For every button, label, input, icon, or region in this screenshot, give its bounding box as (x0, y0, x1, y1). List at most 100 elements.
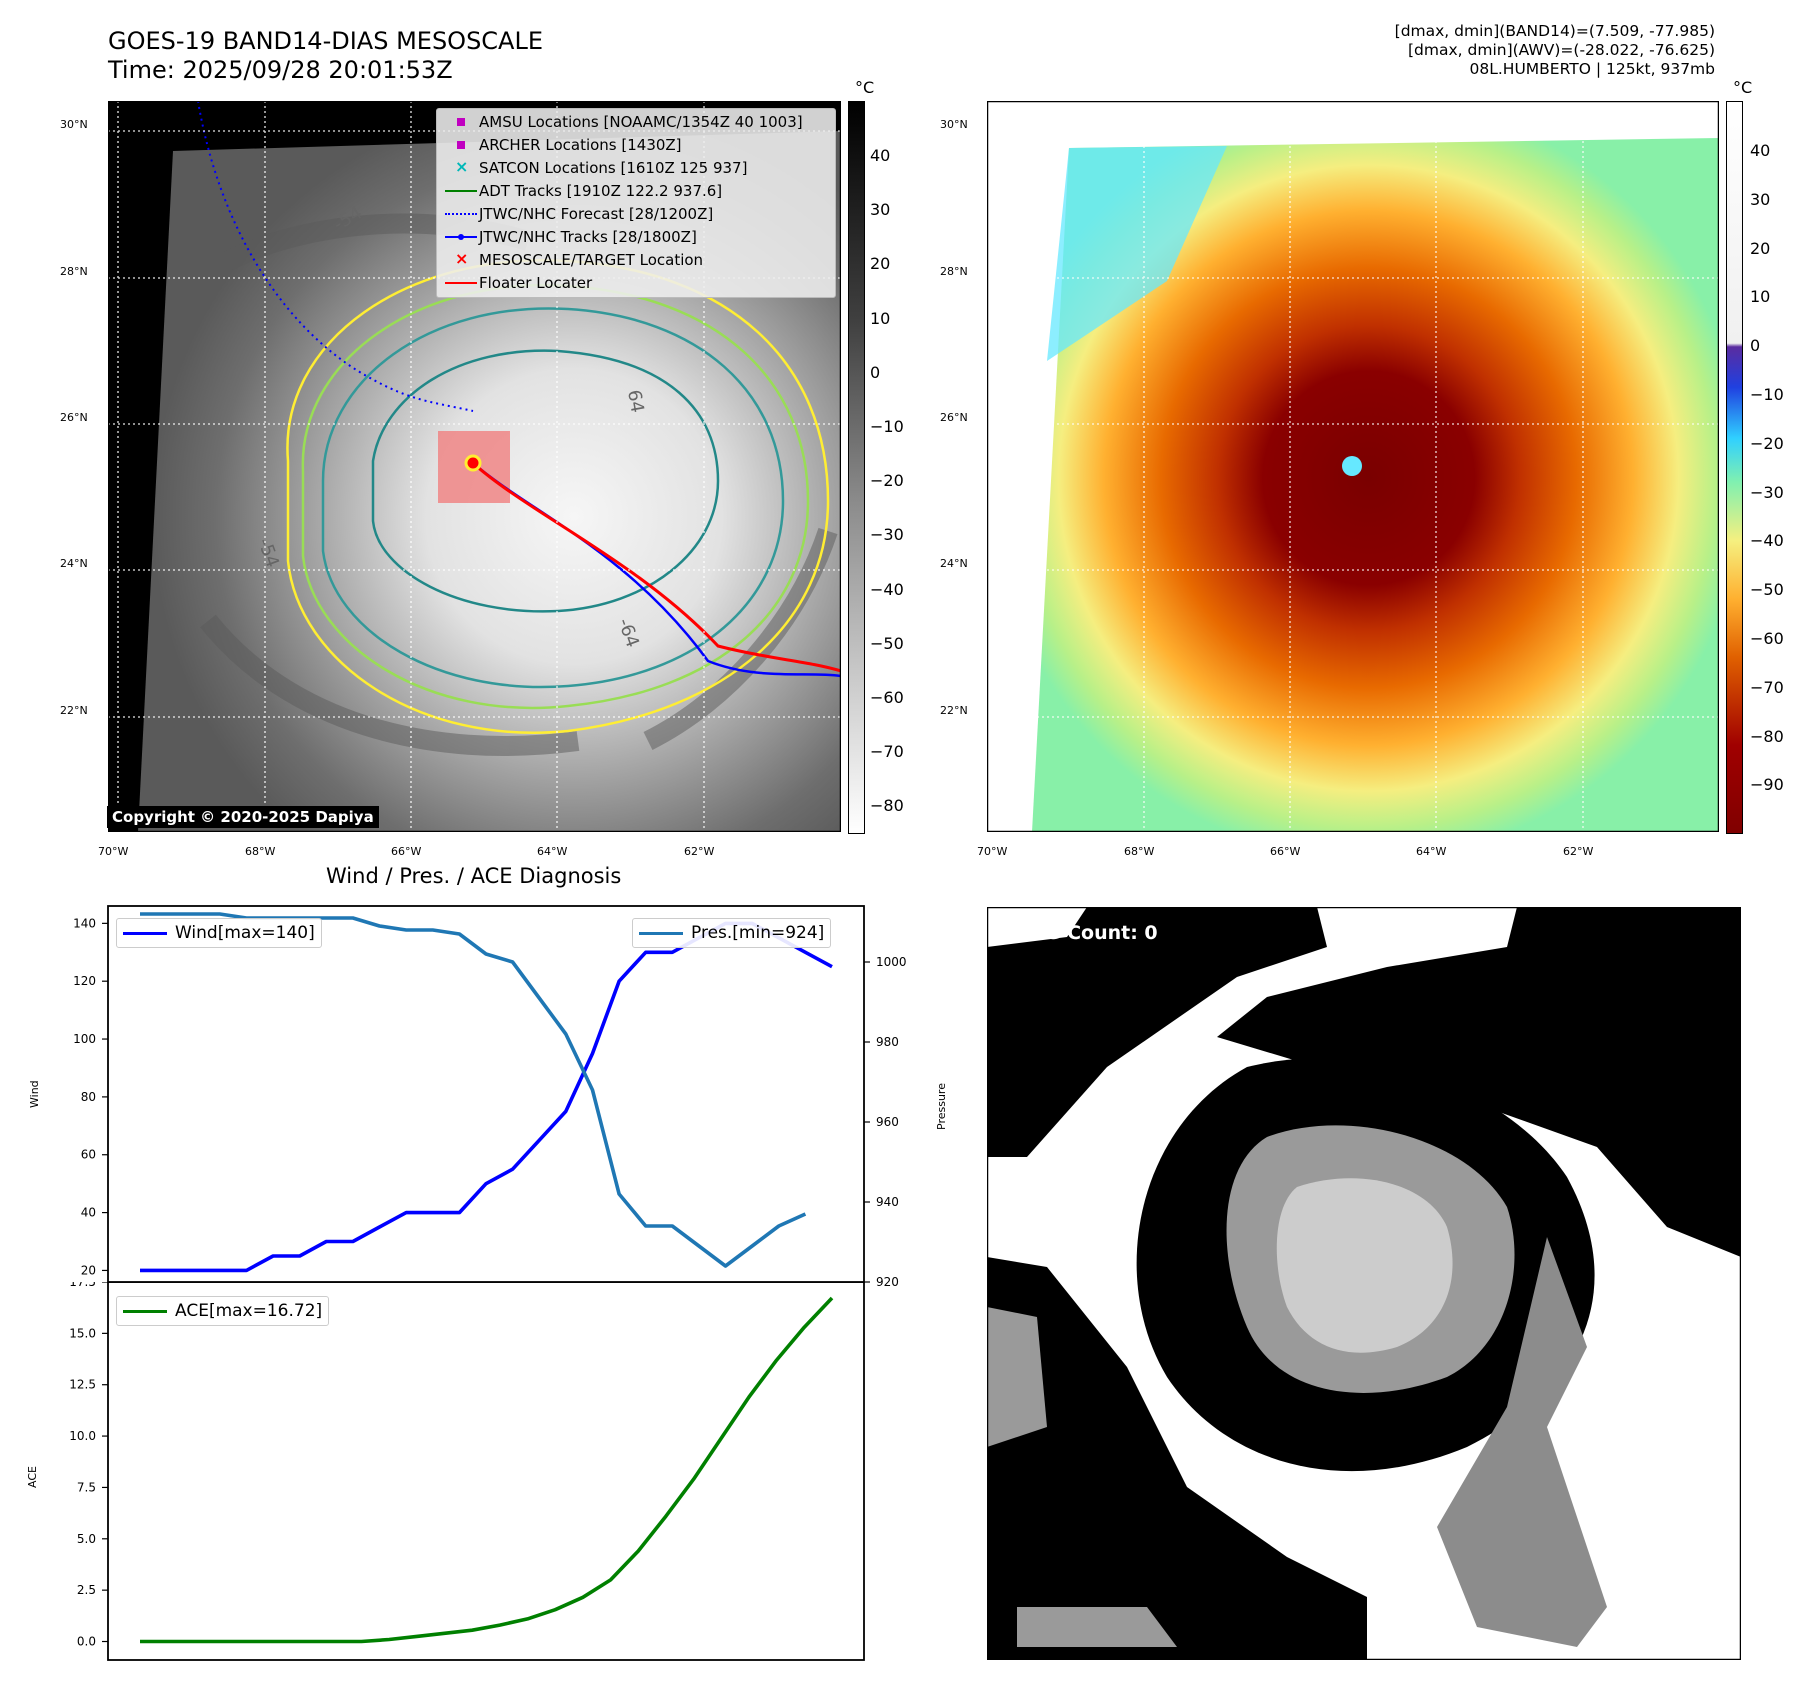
y-tick-label: 15.0 (69, 1326, 96, 1340)
y-tick-label: 60 (81, 1148, 96, 1162)
colorbar-right-tick: −50 (1750, 580, 1784, 600)
y-right-tick-label: 980 (876, 1035, 899, 1049)
wmg-count-label: WMG Count: 0 (1005, 922, 1158, 944)
y-tick-label: 2.5 (77, 1583, 96, 1597)
lat-tick-label: 28°N (940, 265, 968, 278)
colorbar-left-tick: −20 (870, 471, 904, 491)
lon-tick-label: 70°W (977, 845, 1008, 858)
wind-legend: Wind[max=140] (116, 918, 322, 948)
colorbar-left-tick: 20 (870, 254, 891, 274)
y-tick-label: 7.5 (77, 1480, 96, 1494)
colorbar-right-tick: 30 (1750, 189, 1771, 209)
colorbar-right-tick: −80 (1750, 726, 1784, 746)
ace-axis-label: ACE (26, 1466, 39, 1488)
y-tick-label: 80 (81, 1090, 96, 1104)
lat-tick-label: 22°N (940, 704, 968, 717)
series-line-0 (140, 1296, 834, 1644)
stat-line-3: 08L.HUMBERTO | 125kt, 937mb (1469, 60, 1716, 78)
colorbar-right-tick: −20 (1750, 433, 1784, 453)
colorbar-right-tick: 10 (1750, 287, 1771, 307)
colorbar-left-tick: −30 (870, 525, 904, 545)
lon-tick-label: 66°W (391, 845, 422, 858)
series-line-0 (140, 921, 833, 1273)
y-tick-label: 100 (73, 1032, 96, 1046)
colorbar-left-tick: −80 (870, 796, 904, 816)
colorbar-right-tick: −90 (1750, 775, 1784, 795)
colorbar-right-tick: −60 (1750, 629, 1784, 648)
legend-entry-archer: ARCHER Locations [1430Z] (443, 134, 682, 156)
legend-entry-tracks: JTWC/NHC Tracks [28/1800Z] (443, 226, 697, 248)
stat-line-1: [dmax, dmin](BAND14)=(7.509, -77.985) (1394, 22, 1715, 40)
forecast-track (197, 101, 474, 412)
colorbar-right-tick: −10 (1750, 385, 1784, 404)
ir-enhanced-map (987, 101, 1719, 832)
lon-tick-label: 66°W (1270, 845, 1301, 858)
y-tick-label: 12.5 (69, 1378, 96, 1392)
lon-tick-label: 68°W (1124, 845, 1155, 858)
stat-line-2: [dmax, dmin](AWV)=(-28.022, -76.625) (1408, 41, 1715, 59)
colorbar-right-tick: 40 (1750, 141, 1771, 160)
pressure-legend: Pres.[min=924] (632, 918, 832, 948)
y-tick-label: 140 (73, 916, 96, 930)
map-legend: AMSU Locations [NOAAMC/1354Z 40 1003] AR… (436, 108, 836, 298)
lon-tick-label: 68°W (245, 845, 276, 858)
colorbar-left-unit: °C (855, 78, 875, 97)
y-right-tick-label: 960 (876, 1115, 899, 1129)
wind-axis-label: Wind (28, 1080, 41, 1108)
lon-tick-label: 62°W (1563, 845, 1594, 858)
diagnosis-title: Wind / Pres. / ACE Diagnosis (326, 864, 622, 888)
y-right-tick-label: 1000 (876, 955, 907, 969)
y-tick-label: 5.0 (77, 1532, 96, 1546)
contour-label: 64 (623, 388, 648, 414)
lon-tick-label: 62°W (684, 845, 715, 858)
y-tick-label: 10.0 (69, 1429, 96, 1443)
lat-tick-label: 22°N (60, 704, 88, 717)
colorbar-left (848, 101, 865, 834)
colorbar-left-tick: 10 (870, 308, 891, 328)
plot-frame (107, 1282, 865, 1661)
y-tick-label: 40 (81, 1206, 96, 1220)
title-line-1: GOES-19 BAND14-DIAS MESOSCALE (108, 27, 544, 55)
lat-tick-label: 30°N (940, 118, 968, 131)
lat-tick-label: 24°N (60, 557, 88, 570)
y-tick-label: 120 (73, 974, 96, 988)
legend-entry-satcon: × SATCON Locations [1610Z 125 937] (455, 157, 748, 177)
colorbar-right-tick: 20 (1750, 238, 1771, 258)
y-tick-label: 17.5 (69, 1282, 96, 1289)
y-right-tick-label: 940 (876, 1195, 899, 1209)
colorbar-left-tick: −70 (870, 742, 904, 762)
legend-entry-amsu: AMSU Locations [NOAAMC/1354Z 40 1003] (443, 111, 803, 133)
lat-tick-label: 26°N (60, 411, 88, 424)
stats-block: [dmax, dmin](BAND14)=(7.509, -77.985) [d… (1395, 22, 1715, 79)
colorbar-left-tick: −10 (870, 417, 904, 436)
copyright-badge: Copyright © 2020-2025 Dapiya (107, 806, 379, 828)
ace-legend: ACE[max=16.72] (116, 1296, 330, 1326)
y-tick-label: 20 (81, 1263, 96, 1277)
wind-pressure-chart: 20 40 60 80 100 120 140 920 940 960 980 1000 (73, 905, 907, 1289)
map-gridlines (987, 101, 1719, 832)
figure-title: GOES-19 BAND14-DIAS MESOSCALE Time: 2025… (108, 27, 543, 85)
colorbar-left-tick: −50 (870, 633, 904, 653)
lon-tick-label: 64°W (537, 845, 568, 858)
legend-entry-floater: Floater Locater (443, 272, 592, 294)
legend-entry-forecast: JTWC/NHC Forecast [28/1200Z] (443, 203, 713, 225)
series-line-1 (140, 912, 807, 1268)
title-line-2: Time: 2025/09/28 20:01:53Z (108, 56, 453, 84)
colorbar-left-tick: −60 (870, 688, 904, 707)
floater-track (471, 461, 841, 673)
colorbar-right-tick: 0 (1750, 336, 1761, 356)
plot-frame (107, 905, 865, 1283)
pressure-axis-label: Pressure (935, 1083, 948, 1130)
legend-entry-target: × MESOSCALE/TARGET Location (455, 249, 704, 269)
lat-tick-label: 24°N (940, 557, 968, 570)
lat-tick-label: 26°N (940, 411, 968, 424)
colorbar-left-tick: 0 (870, 362, 881, 382)
ace-chart: 0.0 2.5 5.0 7.5 10.0 12.5 15.0 17.5 (69, 1282, 865, 1661)
colorbar-left-tick: −40 (870, 579, 904, 599)
lat-tick-label: 30°N (60, 118, 88, 131)
colorbar-right-tick: −30 (1750, 482, 1784, 502)
lon-tick-label: 70°W (98, 845, 129, 858)
lat-tick-label: 28°N (60, 265, 88, 278)
colorbar-left-tick: 30 (870, 200, 891, 220)
colorbar-left-tick: 40 (870, 146, 891, 165)
